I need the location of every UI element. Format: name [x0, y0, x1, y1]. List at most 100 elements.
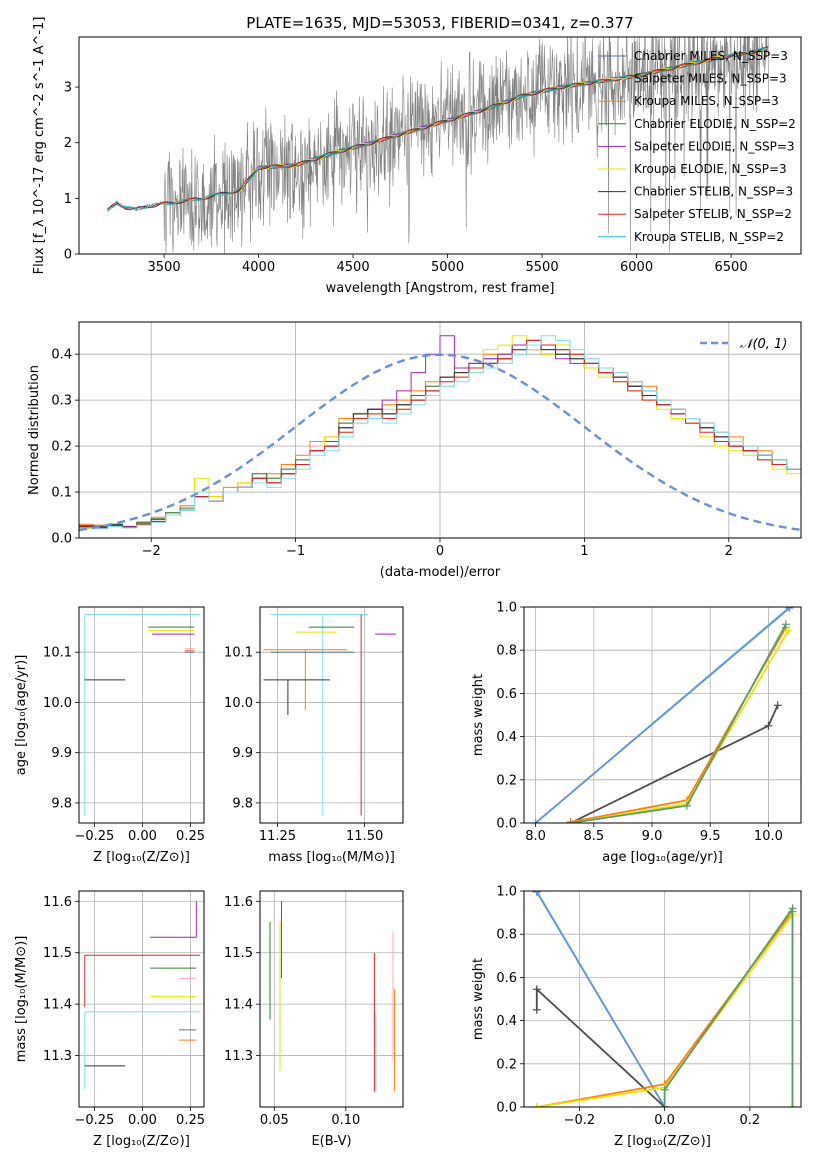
plus-marker — [764, 721, 773, 730]
plus-marker — [532, 985, 541, 994]
y-tick-label: 1.0 — [496, 885, 517, 900]
y-tick-label: 0.2 — [51, 440, 72, 455]
spectrum-frame — [78, 36, 802, 255]
observed-spectrum-line — [107, 37, 769, 254]
y-tick-label: 0.4 — [51, 348, 72, 363]
x-tick-label: −2 — [142, 544, 161, 559]
y-tick-label: 1 — [64, 192, 72, 207]
x-tick-label: −0.25 — [74, 1113, 114, 1128]
x-tick-label: 0 — [436, 544, 444, 559]
y-tick-label: 9.9 — [232, 746, 253, 761]
x-tick-label: 8.5 — [583, 829, 604, 844]
y-tick-label: 0.4 — [496, 730, 517, 745]
legend-label: Kroupa STELIB, N_SSP=2 — [634, 230, 784, 244]
legend-label: Kroupa ELODIE, N_SSP=3 — [634, 162, 787, 176]
legend-label: Chabrier ELODIE, N_SSP=2 — [634, 117, 796, 131]
massweight_vs_Z-frame — [523, 890, 802, 1108]
x-axis-label: (data-model)/error — [380, 565, 501, 580]
massweight_vs_age-axes: 8.0 8.5 9.0 9.5 10.0 0.0 0.2 0.4 0.6 0.8 1.0 age [l… — [471, 601, 801, 865]
residuals-axes: −2 −1 0 1 2 0.0 0.1 0.2 0.3 0.4 (data-model)/error… — [27, 322, 801, 580]
y-tick-label: 11.6 — [224, 895, 253, 910]
x-tick-label: 8.0 — [525, 829, 546, 844]
legend-label: Chabrier STELIB, N_SSP=3 — [634, 185, 793, 199]
mass-weight-line — [663, 905, 794, 1107]
x-tick-label: 1 — [580, 544, 588, 559]
mass-weight-line — [535, 607, 790, 823]
x-tick-label: −0.25 — [74, 829, 114, 844]
plus-marker — [532, 891, 541, 897]
errorbar-point — [150, 901, 197, 938]
y-tick-label: 9.9 — [51, 746, 72, 761]
legend-label: Salpeter STELIB, N_SSP=2 — [634, 207, 792, 221]
x-tick-label: −0.2 — [564, 1113, 596, 1128]
errorbar-point — [270, 614, 369, 816]
x-tick-label: 11.50 — [346, 829, 383, 844]
errorbar-point — [84, 614, 201, 816]
plus-marker — [660, 1103, 669, 1107]
mass_vs_Z-axes: −0.25 0.00 0.25 11.3 11.4 11.5 11.6 Z [log₁₀(Z/… — [14, 891, 205, 1149]
y-tick-label: 11.6 — [43, 895, 72, 910]
y-axis-label: Normed distribution — [27, 365, 42, 495]
y-tick-label: 11.3 — [43, 1049, 72, 1064]
y-tick-label: 0 — [64, 248, 72, 263]
massweight_vs_age-frame — [523, 606, 802, 824]
x-tick-label: 0.25 — [176, 829, 205, 844]
x-tick-label: 0.00 — [128, 829, 157, 844]
x-axis-label: age [log₁₀(age/yr)] — [602, 850, 723, 865]
x-tick-label: 0.0 — [654, 1113, 675, 1128]
model-series-line — [107, 48, 769, 211]
y-axis-label: Flux [f_λ 10^-17 erg cm^-2 s^-1 A^-1] — [32, 17, 47, 275]
x-tick-label: 11.25 — [259, 829, 296, 844]
plus-marker — [532, 1103, 541, 1107]
normal-reference-curve — [79, 353, 801, 532]
x-axis-label: wavelength [Angstrom, rest frame] — [326, 281, 555, 296]
mass-weight-line — [536, 891, 666, 1107]
spectrum-plot-area — [107, 37, 769, 254]
x-tick-label: 4500 — [337, 260, 370, 275]
x-tick-label: 0.05 — [260, 1113, 289, 1128]
model-series-line — [107, 47, 769, 210]
y-tick-label: 10.0 — [224, 696, 253, 711]
plus-marker — [784, 626, 793, 635]
age_vs_mass-frame — [259, 606, 404, 824]
x-axis-label: mass [log₁₀(M/M⊙)] — [268, 850, 395, 865]
y-tick-label: 11.5 — [224, 946, 253, 961]
y-tick-label: 0.4 — [496, 1014, 517, 1029]
legend-label: Salpeter MILES, N_SSP=3 — [634, 72, 787, 86]
errorbar-point — [263, 679, 330, 715]
mass_vs_Z-frame — [78, 890, 205, 1108]
plus-marker — [773, 701, 782, 710]
y-tick-label: 11.3 — [224, 1049, 253, 1064]
y-tick-label: 0.8 — [496, 644, 517, 659]
y-tick-label: 10.1 — [224, 646, 253, 661]
residual-legend: 𝒩(0, 1) — [700, 337, 787, 352]
massweight_vs_age-plot-area — [531, 607, 794, 823]
mass_vs_Z-plot-area — [84, 901, 201, 1089]
model-series-line — [239, 48, 769, 192]
x-tick-label: 0.25 — [176, 1113, 205, 1128]
age_vs_mass-axes: 11.25 11.50 9.8 9.9 10.0 10.1 mass [log₁₀(M/M⊙… — [224, 607, 403, 865]
mass_vs_ebv-plot-area — [269, 901, 395, 1092]
y-tick-label: 9.8 — [51, 796, 72, 811]
y-axis-label: mass weight — [471, 958, 486, 1040]
x-tick-label: 0.00 — [128, 1113, 157, 1128]
x-tick-label: 2 — [725, 544, 733, 559]
y-tick-label: 0.8 — [496, 928, 517, 943]
y-tick-label: 9.8 — [232, 796, 253, 811]
legend-label: Salpeter ELODIE, N_SSP=3 — [634, 139, 795, 153]
spectrum-legend: Chabrier MILES, N_SSP=3 Salpeter MILES, N… — [598, 49, 796, 244]
y-tick-label: 0.6 — [496, 971, 517, 986]
y-tick-label: 10.0 — [43, 696, 72, 711]
x-axis-label: Z [log₁₀(Z/Z⊙)] — [614, 1134, 711, 1149]
errorbar-point — [84, 954, 201, 1007]
spectrum-axes: 3500 4000 4500 5000 5500 6000 6500 0 1 2 3 waveleng… — [32, 17, 748, 296]
legend-label: 𝒩(0, 1) — [740, 337, 787, 352]
x-tick-label: 4000 — [242, 260, 275, 275]
x-tick-label: 3500 — [148, 260, 181, 275]
x-tick-label: 6000 — [620, 260, 653, 275]
y-tick-label: 0.2 — [496, 773, 517, 788]
y-tick-label: 0.0 — [51, 532, 72, 547]
massweight_vs_Z-axes: −0.2 0.0 0.2 0.0 0.2 0.4 0.6 0.8 1.0 Z [log₁₀(Z/Z… — [471, 885, 801, 1149]
y-axis-label: mass weight — [471, 674, 486, 756]
